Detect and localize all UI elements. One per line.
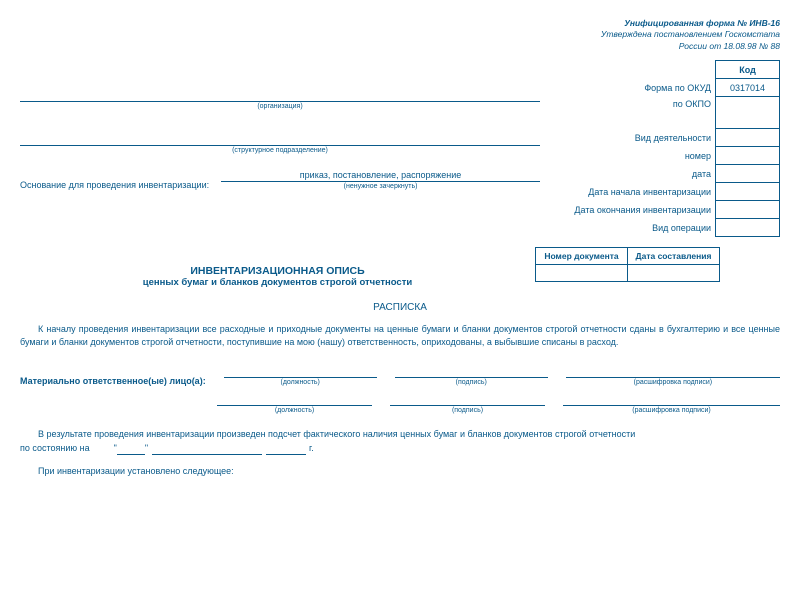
- doc-date-value[interactable]: [628, 265, 720, 282]
- date-start-label: Дата начала инвентаризации: [574, 183, 715, 201]
- form-meta-l2: Утверждена постановлением Госкомстата: [20, 29, 780, 40]
- vid-op-label: Вид операции: [574, 219, 715, 237]
- mol1-position-sub: (должность): [224, 379, 377, 386]
- department-sublabel: (структурное подразделение): [20, 147, 540, 154]
- receipt-paragraph: К началу проведения инвентаризации все р…: [20, 323, 780, 349]
- date-end-value[interactable]: [716, 201, 780, 219]
- organization-sublabel: (организация): [20, 103, 540, 110]
- activity-value[interactable]: [716, 129, 780, 147]
- form-meta: Унифицированная форма № ИНВ-16 Утвержден…: [20, 18, 780, 52]
- vid-op-value[interactable]: [716, 219, 780, 237]
- mol2-sign-input[interactable]: [390, 392, 545, 406]
- code-table: Код Форма по ОКУД0317014 по ОКПО Вид дея…: [574, 60, 780, 237]
- mol2-position-input[interactable]: [217, 392, 372, 406]
- quote-close: ": [145, 442, 148, 455]
- organization-input[interactable]: [20, 88, 540, 102]
- doc-title: ИНВЕНТАРИЗАЦИОННАЯ ОПИСЬ: [20, 265, 535, 277]
- date-end-label: Дата окончания инвентаризации: [574, 201, 715, 219]
- department-input[interactable]: [20, 132, 540, 146]
- section-receipt: РАСПИСКА: [20, 302, 780, 313]
- form-meta-l1: Унифицированная форма № ИНВ-16: [20, 18, 780, 29]
- date-day-input[interactable]: [117, 441, 145, 455]
- result-paragraph-1: В результате проведения инвентаризации п…: [20, 428, 780, 441]
- mol1-sign-input[interactable]: [395, 364, 548, 378]
- year-suffix: г.: [309, 442, 314, 455]
- mol2-decode-input[interactable]: [563, 392, 780, 406]
- mol-label: Материально ответственное(ые) лицо(а):: [20, 376, 206, 386]
- date-month-input[interactable]: [152, 441, 262, 455]
- code-head: Код: [716, 61, 780, 79]
- okud-label: Форма по ОКУД: [574, 79, 715, 97]
- mol1-position-input[interactable]: [224, 364, 377, 378]
- basis-label: Основание для проведения инвентаризации:: [20, 180, 209, 190]
- doc-subtitle: ценных бумаг и бланков документов строго…: [20, 277, 535, 288]
- data-label: дата: [574, 165, 715, 183]
- activity-label: Вид деятельности: [574, 129, 715, 147]
- basis-sublabel: (ненужное зачеркнуть): [221, 183, 540, 190]
- doc-num-value[interactable]: [536, 265, 628, 282]
- basis-input[interactable]: приказ, постановление, распоряжение: [221, 168, 540, 182]
- okpo-value[interactable]: [716, 97, 780, 129]
- mol1-decode-input[interactable]: [566, 364, 780, 378]
- okpo-label: по ОКПО: [574, 97, 715, 129]
- as-of-label: по состоянию на: [20, 442, 90, 455]
- doc-number-table: Номер документа Дата составления: [535, 247, 720, 282]
- mol2-sign-sub: (подпись): [390, 407, 545, 414]
- data-value[interactable]: [716, 165, 780, 183]
- mol2-position-sub: (должность): [217, 407, 372, 414]
- form-meta-l3: России от 18.08.98 № 88: [20, 41, 780, 52]
- established-label: При инвентаризации установлено следующее…: [20, 465, 780, 478]
- okud-value: 0317014: [716, 79, 780, 97]
- nomer-value[interactable]: [716, 147, 780, 165]
- nomer-label: номер: [574, 147, 715, 165]
- mol1-sign-sub: (подпись): [395, 379, 548, 386]
- doc-num-head: Номер документа: [536, 248, 628, 265]
- mol1-decode-sub: (расшифровка подписи): [566, 379, 780, 386]
- doc-date-head: Дата составления: [628, 248, 720, 265]
- mol2-decode-sub: (расшифровка подписи): [563, 407, 780, 414]
- date-year-input[interactable]: [266, 441, 306, 455]
- date-start-value[interactable]: [716, 183, 780, 201]
